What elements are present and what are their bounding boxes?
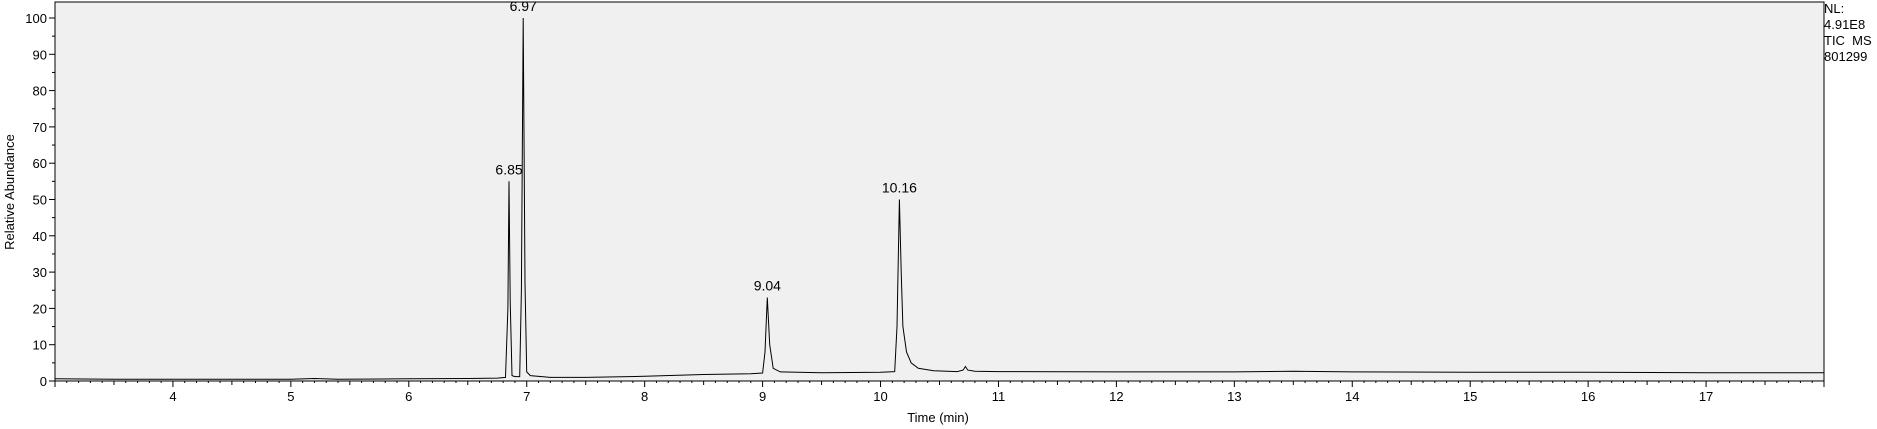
x-tick-label: 4 [169,389,176,404]
x-tick-label: 14 [1345,389,1359,404]
x-tick-label: 13 [1227,389,1241,404]
scan-filter: TIC MS [1824,33,1872,48]
y-tick-label: 70 [33,120,47,135]
nl-label: NL: [1824,1,1845,16]
x-tick-label: 16 [1581,389,1595,404]
x-tick-label: 17 [1699,389,1713,404]
x-tick-label: 12 [1109,389,1123,404]
y-tick-label: 0 [40,374,47,389]
y-axis-title: Relative Abundance [2,134,17,250]
x-tick-label: 5 [287,389,294,404]
sample-id: 801299 [1824,49,1868,64]
y-axis: 0 10 20 30 40 50 60 70 80 90 100 [25,11,55,389]
y-tick-label: 40 [33,229,47,244]
tic-trace [54,17,1824,380]
info-panel: NL: 4.91E8 TIC MS 801299 [1824,1,1872,65]
x-tick-label: 6 [405,389,412,404]
y-tick-label: 50 [33,193,47,208]
y-tick-label: 90 [33,47,47,62]
peak-labels: 6.85 6.97 9.04 10.16 [495,0,917,294]
x-axis: 4 5 6 7 8 9 10 11 12 13 14 15 16 17 [54,381,1825,404]
y-tick-label: 80 [33,84,47,99]
peak-label: 10.16 [882,180,917,196]
x-tick-label: 7 [523,389,530,404]
y-tick-label: 30 [33,265,47,280]
peak-label: 9.04 [754,278,781,294]
y-tick-label: 100 [25,11,47,26]
y-tick-label: 10 [33,338,47,353]
y-tick-label: 20 [33,301,47,316]
x-tick-label: 9 [759,389,766,404]
peak-label: 6.85 [495,161,522,177]
peak-label: 6.97 [510,0,537,14]
plot-area [54,1,1825,382]
x-tick-label: 15 [1463,389,1477,404]
y-tick-label: 60 [33,156,47,171]
nl-value: 4.91E8 [1824,17,1866,32]
x-tick-label: 8 [641,389,648,404]
x-tick-label: 10 [873,389,887,404]
x-tick-label: 11 [992,389,1006,404]
x-axis-title: Time (min) [907,410,969,425]
